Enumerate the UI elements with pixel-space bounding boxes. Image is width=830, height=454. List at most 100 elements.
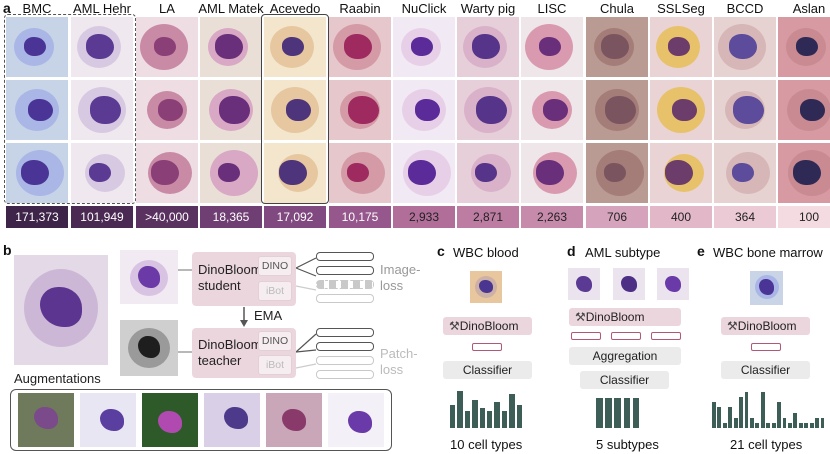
input-cell-image xyxy=(14,255,108,365)
dataset-sample-image xyxy=(457,17,519,77)
patch-loss-label: Patch- loss xyxy=(380,346,418,377)
panel-label-d: d xyxy=(567,243,576,259)
panel-e-bar xyxy=(728,407,733,428)
panel-e-bar xyxy=(717,407,722,428)
dataset-count: 101,949 xyxy=(71,206,133,228)
bone-marrow-dashed-frame xyxy=(4,14,136,204)
dataset-sample-image xyxy=(329,80,391,140)
panel-e-bar xyxy=(766,422,771,428)
augmented-image xyxy=(18,393,74,447)
dataset-count: 2,871 xyxy=(457,206,519,228)
dataset-sample-image xyxy=(6,143,68,203)
panel-c-bar xyxy=(494,402,500,428)
dataset-sample-image xyxy=(200,17,262,77)
panel-e-bar xyxy=(793,412,798,428)
panel-label-c: c xyxy=(437,243,445,259)
panel-d-bar xyxy=(605,398,612,428)
panel-c-bar xyxy=(457,391,463,428)
panel-c-bar xyxy=(509,393,515,428)
dataset-name: BCCD xyxy=(726,1,764,16)
panel-c-bar xyxy=(487,410,493,428)
student-ibot-head: iBot xyxy=(258,281,292,301)
dataset-name: BMC xyxy=(22,1,52,16)
dataset-sample-image xyxy=(650,17,712,77)
student-label: DinoBloom student xyxy=(198,262,262,293)
dataset-sample-image xyxy=(778,17,830,77)
token-row xyxy=(316,294,374,303)
student-model-box: DinoBloom student DINO iBot xyxy=(192,252,296,306)
token-row xyxy=(316,356,374,365)
augmented-image xyxy=(204,393,260,447)
dataset-sample-image xyxy=(521,17,583,77)
dataset-sample-image xyxy=(6,17,68,77)
dataset-sample-image xyxy=(650,143,712,203)
dataset-count: 706 xyxy=(586,206,648,228)
panel-e-bar xyxy=(771,422,776,428)
dataset-name: AML Matek xyxy=(198,1,264,16)
panel-e-title: WBC bone marrow xyxy=(713,245,823,260)
dataset-sample-image xyxy=(586,143,648,203)
panel-c-title: WBC blood xyxy=(453,245,519,260)
dataset-count: 100 xyxy=(778,206,830,228)
panel-e-bar xyxy=(760,392,765,428)
panel-e-input-image xyxy=(750,271,783,305)
dataset-sample-image xyxy=(393,80,455,140)
dataset-sample-image xyxy=(264,17,326,77)
panel-d-dinobloom-box: ⚒DinoBloom xyxy=(569,308,681,326)
dataset-sample-image xyxy=(650,80,712,140)
dataset-count: 10,175 xyxy=(329,206,391,228)
panel-c-bar xyxy=(479,408,485,428)
ema-label: EMA xyxy=(254,308,283,323)
dataset-count: 400 xyxy=(650,206,712,228)
dataset-sample-image xyxy=(778,143,830,203)
image-loss-label: Image- loss xyxy=(380,262,421,293)
dataset-name: AML Hehr xyxy=(72,1,132,16)
token-row xyxy=(316,328,374,337)
augmented-image xyxy=(266,393,322,447)
teacher-ibot-head: iBot xyxy=(258,355,292,375)
panel-d-embedding-3 xyxy=(651,332,681,340)
augmented-image xyxy=(328,393,384,447)
panel-d-bar xyxy=(632,398,640,428)
dataset-sample-image xyxy=(586,17,648,77)
dataset-count: 2,933 xyxy=(393,206,455,228)
panel-c-dino-icon: ⚒ xyxy=(449,319,460,333)
dataset-sample-image xyxy=(393,143,455,203)
panel-e-bar xyxy=(809,422,814,428)
panel-e-bar xyxy=(739,397,744,428)
panel-c-classifier-box: Classifier xyxy=(443,361,532,379)
aml-cell-image xyxy=(657,268,689,300)
dataset-sample-image xyxy=(71,143,133,203)
augmented-image xyxy=(142,393,198,447)
token-row xyxy=(316,370,374,379)
dataset-sample-image xyxy=(457,80,519,140)
dataset-count: 17,092 xyxy=(264,206,326,228)
panel-d-classifier-box: Classifier xyxy=(580,371,669,389)
dataset-sample-image xyxy=(586,80,648,140)
dataset-sample-image xyxy=(200,80,262,140)
panel-e-bar xyxy=(798,422,803,428)
crop-color-image xyxy=(120,250,178,304)
panel-c-bottom-label: 10 cell types xyxy=(450,437,523,452)
panel-d-embedding-2 xyxy=(611,332,641,340)
panel-d-bar xyxy=(623,398,631,428)
panel-d-title: AML subtype xyxy=(585,245,661,260)
panel-e-bar xyxy=(777,402,782,428)
panel-e-bar xyxy=(788,422,792,428)
dataset-count: 171,373 xyxy=(6,206,68,228)
dataset-name: LA xyxy=(159,1,175,16)
dataset-sample-image xyxy=(71,80,133,140)
panel-d-bar xyxy=(614,398,621,428)
panel-c-embedding xyxy=(472,343,502,351)
panel-c-bar xyxy=(450,405,456,428)
panel-label-e: e xyxy=(697,243,705,259)
panel-d-bar xyxy=(596,398,603,428)
dataset-name: LISC xyxy=(537,1,567,16)
token-row xyxy=(316,280,374,289)
dataset-name: SSLSeg xyxy=(657,1,705,16)
panel-e-bar xyxy=(782,417,787,428)
dataset-sample-image xyxy=(200,143,262,203)
panel-c-bar xyxy=(501,410,508,428)
panel-e-bar xyxy=(712,402,716,428)
panel-d-dinobloom-label: DinoBloom xyxy=(585,310,645,324)
